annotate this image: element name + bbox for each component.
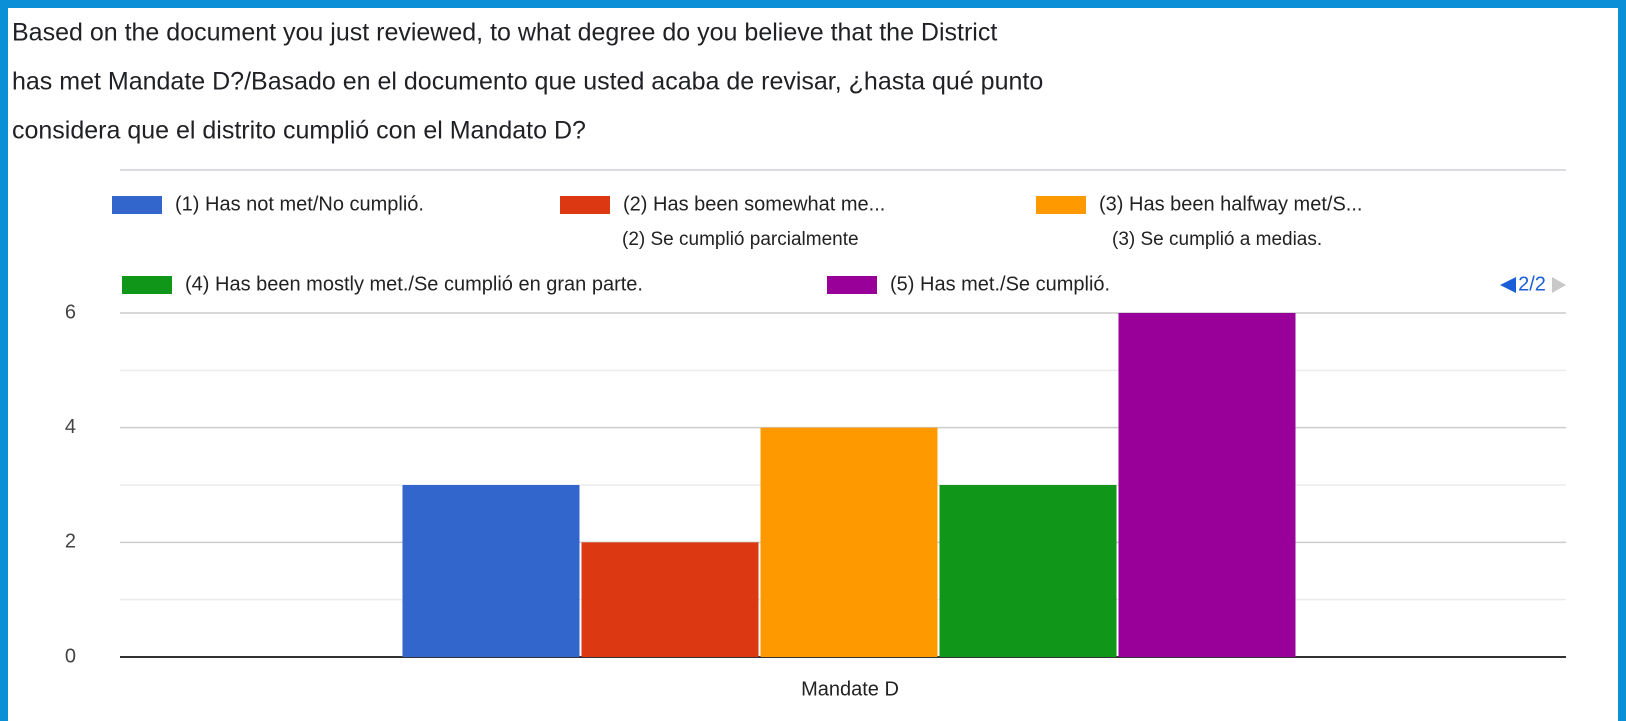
legend-swatch [827, 276, 877, 294]
legend-swatch [1036, 196, 1086, 214]
legend-swatch [112, 196, 162, 214]
chart-title: Based on the document you just reviewed,… [12, 19, 997, 47]
annotation: (3) Se cumplió a medias. [1112, 229, 1322, 250]
chart-title: has met Mandate D?/Basado en el document… [12, 68, 1043, 96]
bar [581, 542, 759, 657]
legend-page[interactable]: 2/2 [1518, 273, 1546, 295]
bar [939, 485, 1117, 657]
chart-title: considera que el distrito cumplió con el… [12, 117, 586, 145]
legend-label: (1) Has not met/No cumplió. [175, 193, 424, 215]
x-tick-label: Mandate D [801, 678, 899, 700]
y-tick-label: 6 [65, 301, 76, 323]
legend-next[interactable] [1552, 277, 1566, 293]
bar [760, 427, 938, 657]
legend-label: (4) Has been mostly met./Se cumplió en g… [185, 273, 643, 295]
annotation: (2) Se cumplió parcialmente [622, 229, 859, 250]
y-tick-label: 4 [65, 416, 76, 438]
legend-prev[interactable] [1500, 277, 1516, 293]
legend-label: (5) Has met./Se cumplió. [890, 273, 1110, 295]
legend-label: (3) Has been halfway met/S... [1099, 193, 1362, 215]
y-tick-label: 0 [65, 645, 76, 667]
legend-swatch [560, 196, 610, 214]
y-tick-label: 2 [65, 531, 76, 553]
legend-label: (2) Has been somewhat me... [623, 193, 885, 215]
bar [1118, 313, 1296, 657]
bar [402, 485, 580, 657]
legend-swatch [122, 276, 172, 294]
